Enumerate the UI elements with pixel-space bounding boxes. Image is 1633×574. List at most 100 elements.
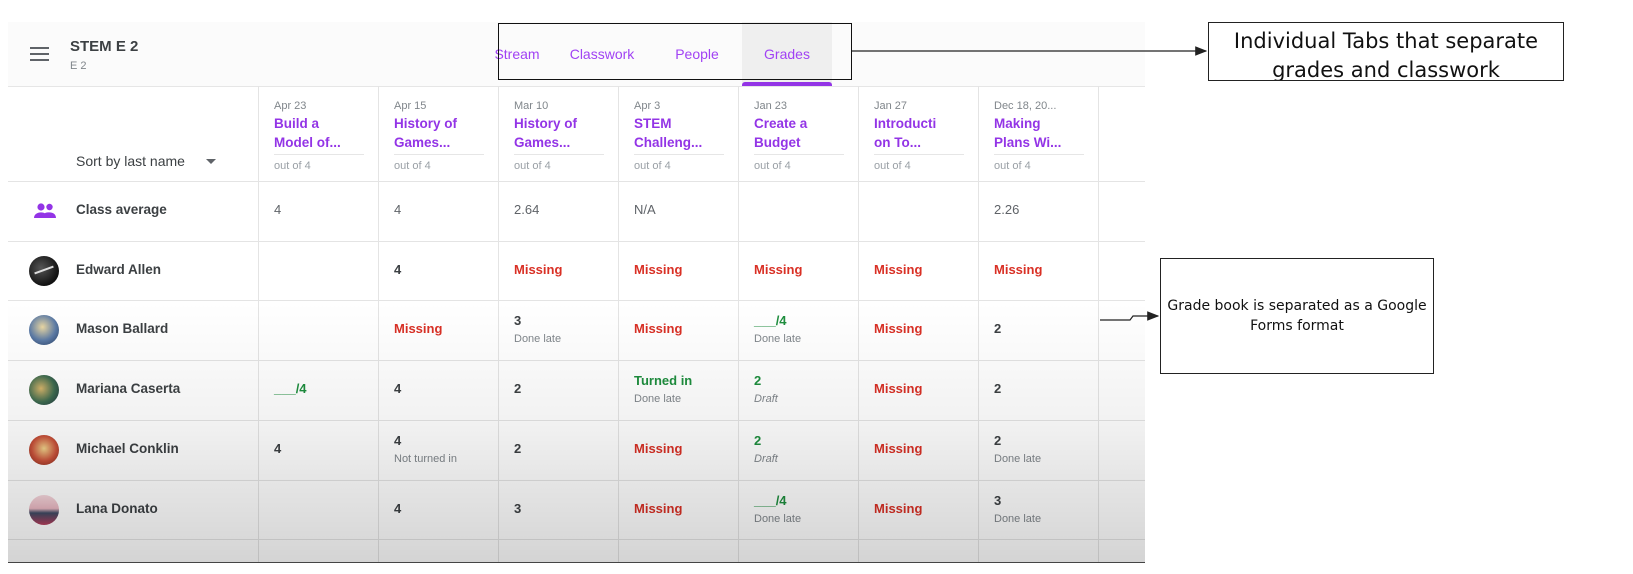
- average-value: 2.64: [514, 202, 540, 217]
- sort-by-last-name-dropdown[interactable]: Sort by last name: [76, 153, 185, 169]
- student-avatar[interactable]: [29, 375, 59, 406]
- assignment-due-date: Mar 10: [514, 100, 549, 112]
- assignment-points: out of 4: [514, 160, 551, 172]
- assignment-title-line: Introducti: [874, 116, 937, 131]
- grid-column-divider: [858, 86, 859, 562]
- grade-cell[interactable]: [258, 241, 378, 300]
- grade-cell[interactable]: 3 Done late: [978, 480, 1098, 539]
- grade-value: Missing: [634, 440, 683, 456]
- student-avatar[interactable]: [29, 494, 59, 525]
- grade-cell[interactable]: Missing: [738, 241, 858, 300]
- header-divider: [274, 154, 364, 155]
- grade-cell[interactable]: Missing: [978, 241, 1098, 300]
- grade-cell[interactable]: 2 Draft: [738, 420, 858, 479]
- class-average-label: Class average: [76, 202, 167, 217]
- grade-cell[interactable]: 4: [258, 420, 378, 479]
- assignment-column-header[interactable]: Jan 27 Introducti on To... out of 4: [858, 86, 978, 188]
- grid-column-divider: [618, 86, 619, 562]
- grade-cell[interactable]: 4: [378, 360, 498, 419]
- grade-status: Done late: [514, 333, 562, 346]
- grid-row-divider: [8, 240, 1145, 242]
- assignment-column-header[interactable]: Jan 23 Create a Budget out of 4: [738, 86, 858, 188]
- student-name[interactable]: Mariana Caserta: [76, 381, 181, 397]
- class-average-cell: 2.64: [498, 181, 618, 240]
- grade-cell[interactable]: 2 Done late: [978, 420, 1098, 479]
- grade-cell[interactable]: [258, 300, 378, 359]
- assignment-points: out of 4: [274, 160, 311, 172]
- grade-value: Missing: [394, 321, 443, 337]
- grade-status: Draft: [754, 393, 778, 406]
- assignment-column-header[interactable]: Apr 15 History of Games... out of 4: [378, 86, 498, 188]
- grade-cell[interactable]: 2: [978, 360, 1098, 419]
- tab-classwork[interactable]: Classwork: [569, 46, 635, 62]
- tab-people[interactable]: People: [675, 46, 719, 62]
- assignment-column-header[interactable]: Mar 10 History of Games... out of 4: [498, 86, 618, 188]
- assignment-title-line: History of: [514, 116, 578, 131]
- assignment-title[interactable]: History of Games...: [514, 114, 604, 152]
- grade-cell[interactable]: Missing: [858, 300, 978, 359]
- assignment-due-date: Jan 23: [754, 100, 788, 112]
- student-name[interactable]: Lana Donato: [76, 500, 158, 516]
- grade-cell[interactable]: ___/4: [258, 360, 378, 419]
- grade-cell[interactable]: 2: [498, 420, 618, 479]
- grade-cell[interactable]: Missing: [618, 420, 738, 479]
- assignment-column-header[interactable]: Apr 3 STEM Challeng... out of 4: [618, 86, 738, 188]
- grade-cell[interactable]: 3: [498, 480, 618, 539]
- grade-cell[interactable]: Missing: [618, 241, 738, 300]
- grade-value: Missing: [634, 261, 683, 277]
- assignment-title-line: History of: [394, 116, 458, 131]
- grade-cell[interactable]: ___/4 Done late: [738, 300, 858, 359]
- student-name[interactable]: Edward Allen: [76, 261, 162, 277]
- assignment-title-line: STEM: [634, 116, 672, 131]
- grade-cell[interactable]: 2: [978, 300, 1098, 359]
- student-row: Edward Allen 4 Missing Missing Missing Missin…: [8, 241, 1145, 300]
- grade-cell[interactable]: Missing: [378, 300, 498, 359]
- tab-grades[interactable]: Grades: [742, 22, 832, 86]
- grade-value: 3: [514, 313, 522, 329]
- student-row: Michael Conklin 4 4 Not turned in 2 Missing 2 D…: [8, 420, 1145, 479]
- grade-cell[interactable]: 2: [498, 360, 618, 419]
- grade-cell[interactable]: 2 Draft: [738, 360, 858, 419]
- grade-cell[interactable]: Missing: [858, 480, 978, 539]
- grade-cell[interactable]: 4 Not turned in: [378, 420, 498, 479]
- student-avatar[interactable]: [29, 255, 59, 286]
- student-row: Mason Ballard Missing 3 Done late Missing ___…: [8, 300, 1145, 359]
- student-avatar[interactable]: [29, 315, 59, 346]
- grade-cell[interactable]: 3 Done late: [498, 300, 618, 359]
- assignment-title-line: Create a: [754, 116, 808, 131]
- grade-value: 2: [994, 432, 1002, 448]
- tabs-callout: Individual Tabs that separate grades and…: [1208, 22, 1564, 81]
- grade-cell[interactable]: 4: [378, 241, 498, 300]
- grade-cell[interactable]: Missing: [858, 241, 978, 300]
- grade-value: 3: [994, 492, 1002, 508]
- grade-cell[interactable]: Missing: [618, 300, 738, 359]
- header-divider: [754, 154, 844, 155]
- grade-cell[interactable]: 4: [378, 480, 498, 539]
- assignment-title[interactable]: Build a Model of...: [274, 114, 364, 152]
- hamburger-menu-icon[interactable]: [30, 47, 49, 61]
- assignment-title[interactable]: Create a Budget: [754, 114, 844, 152]
- assignment-title[interactable]: Introducti on To...: [874, 114, 964, 152]
- assignment-title[interactable]: Making Plans Wi...: [994, 114, 1084, 152]
- average-value: 4: [274, 202, 282, 217]
- grade-cell[interactable]: Missing: [618, 480, 738, 539]
- sort-dropdown-caret-icon[interactable]: [206, 159, 216, 164]
- grade-value: Missing: [874, 500, 923, 516]
- grade-value: Missing: [634, 321, 683, 337]
- student-avatar[interactable]: [29, 434, 59, 465]
- grade-cell[interactable]: Missing: [858, 360, 978, 419]
- grade-cell[interactable]: [258, 480, 378, 539]
- grade-cell[interactable]: ___/4 Done late: [738, 480, 858, 539]
- grade-cell[interactable]: Missing: [858, 420, 978, 479]
- assignment-title[interactable]: History of Games...: [394, 114, 484, 152]
- grade-cell[interactable]: Turned in Done late: [618, 360, 738, 419]
- grade-cell[interactable]: Missing: [498, 241, 618, 300]
- assignment-column-header[interactable]: Dec 18, 20... Making Plans Wi... out of 4: [978, 86, 1098, 188]
- assignment-column-header[interactable]: Apr 23 Build a Model of... out of 4: [258, 86, 378, 188]
- student-name[interactable]: Mason Ballard: [76, 321, 169, 337]
- student-name[interactable]: Michael Conklin: [76, 440, 179, 456]
- assignment-title[interactable]: STEM Challeng...: [634, 114, 724, 152]
- tab-stream[interactable]: Stream: [494, 46, 540, 62]
- grade-value: 2: [754, 432, 762, 448]
- header-divider: [994, 154, 1084, 155]
